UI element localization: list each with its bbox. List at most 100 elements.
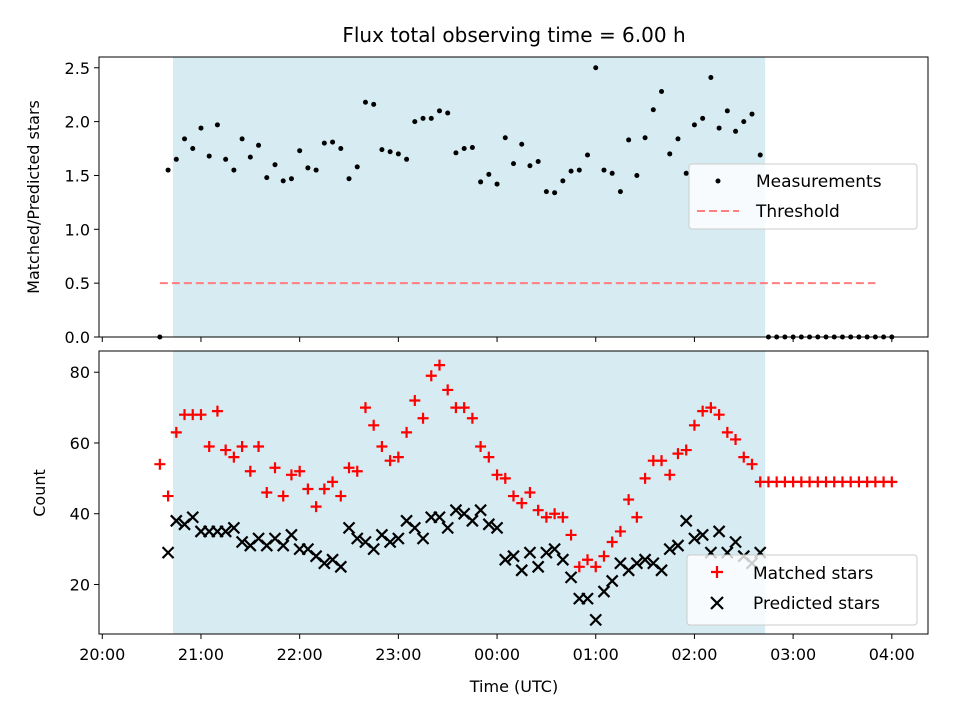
measurement-point (700, 115, 706, 121)
measurement-point (708, 74, 714, 80)
measurement-point (568, 168, 574, 174)
top-y-tick-label: 0.5 (65, 274, 90, 293)
x-tick-label: 00:00 (474, 645, 520, 664)
measurement-point (478, 179, 484, 185)
x-tick-label: 20:00 (79, 645, 125, 664)
measurement-point (165, 167, 171, 173)
matched-star-point (639, 472, 651, 484)
predicted-stars-points (161, 503, 767, 627)
legend-measurements-marker (715, 178, 721, 184)
matched-star-point (154, 458, 166, 470)
matched-star-point (680, 444, 692, 456)
measurement-point (642, 135, 648, 141)
measurement-point (609, 170, 615, 176)
matched-star-point (376, 441, 388, 453)
measurement-point (527, 163, 533, 169)
matched-star-point (236, 441, 248, 453)
predicted-star-point (342, 521, 356, 535)
matched-star-point (721, 426, 733, 438)
measurement-point (190, 146, 196, 152)
predicted-star-point (350, 532, 364, 545)
measurement-point (412, 119, 418, 125)
measurement-point (387, 149, 393, 155)
predicted-star-point (589, 613, 603, 627)
measurement-point (535, 158, 541, 164)
predicted-star-point (449, 503, 463, 517)
predicted-star-point (318, 556, 331, 570)
predicted-star-point (367, 542, 380, 556)
measurement-point (436, 108, 442, 114)
predicted-star-point (416, 532, 430, 545)
matched-star-point (483, 451, 495, 463)
matched-star-point (516, 497, 528, 509)
bottom-y-ticks: 20 40 60 80 (70, 363, 99, 594)
matched-star-point (524, 487, 536, 498)
bottom-y-tick-label: 60 (70, 434, 90, 453)
measurement-point (297, 148, 303, 154)
predicted-star-point (507, 549, 520, 563)
matched-star-point (302, 483, 314, 495)
measurement-point (305, 165, 311, 171)
matched-star-point (746, 458, 758, 470)
matched-star-point (557, 511, 569, 523)
matched-star-point (211, 405, 223, 417)
predicted-star-point (564, 571, 578, 584)
matched-star-point (730, 433, 742, 445)
bottom-x-ticks: 20:00 21:00 22:00 23:00 00:00 01:00 02:00 03:00… (79, 634, 915, 664)
measurement-point (683, 170, 689, 176)
x-tick-label: 21:00 (178, 645, 224, 664)
measurement-point (404, 156, 410, 162)
predicted-star-point (482, 518, 496, 531)
measurement-point (330, 139, 336, 145)
x-tick-label: 22:00 (277, 645, 323, 664)
legend-threshold-label: Threshold (755, 202, 840, 222)
top-x-ticks (101, 337, 893, 342)
predicted-star-point (630, 556, 644, 570)
matched-star-point (433, 359, 445, 371)
matched-star-point (310, 501, 322, 513)
x-tick-label: 02:00 (671, 645, 717, 664)
matched-star-point (277, 490, 289, 502)
matched-star-point (598, 550, 610, 562)
predicted-star-point (548, 542, 561, 556)
measurement-point (543, 189, 549, 195)
legend-predicted-label: Predicted stars (753, 594, 880, 614)
top-y-axis-label: Matched/Predicted stars (24, 100, 43, 294)
bottom-y-tick-label: 80 (70, 363, 90, 382)
matched-star-point (269, 462, 281, 474)
matched-star-point (532, 504, 544, 516)
measurement-point (502, 135, 508, 141)
measurement-point (469, 144, 475, 150)
x-axis-label: Time (UTC) (469, 677, 558, 696)
matched-star-point (318, 483, 330, 495)
measurement-point (634, 172, 640, 178)
top-panel: 0.0 0.5 1.0 1.5 2.0 2.5 Matched/Predicted sta… (24, 56, 929, 347)
predicted-star-point (276, 539, 290, 552)
measurement-point (313, 167, 319, 173)
x-tick-label: 03:00 (770, 645, 816, 664)
predicted-star-point (334, 560, 348, 574)
matched-star-point (442, 384, 454, 396)
measurement-point (346, 176, 352, 182)
matched-star-point (327, 476, 339, 488)
measurement-point (338, 146, 344, 152)
top-shaded-span (173, 57, 766, 337)
predicted-star-point (161, 546, 175, 559)
measurement-point (486, 171, 492, 177)
top-y-tick-label: 0.0 (65, 328, 90, 347)
measurement-point (511, 161, 516, 167)
predicted-star-point (186, 510, 200, 524)
predicted-star-point (663, 542, 677, 556)
matched-star-point (623, 494, 635, 506)
predicted-star-point (581, 592, 594, 605)
predicted-star-point (515, 564, 529, 577)
matched-star-point (335, 490, 347, 502)
measurement-point (395, 151, 401, 157)
measurement-point (667, 151, 673, 157)
measurement-point (288, 176, 294, 182)
measurement-point (757, 152, 763, 158)
predicted-star-point (408, 521, 422, 535)
legend-predicted-marker (710, 596, 724, 610)
matched-star-point (466, 412, 478, 424)
measurement-point (231, 167, 237, 173)
